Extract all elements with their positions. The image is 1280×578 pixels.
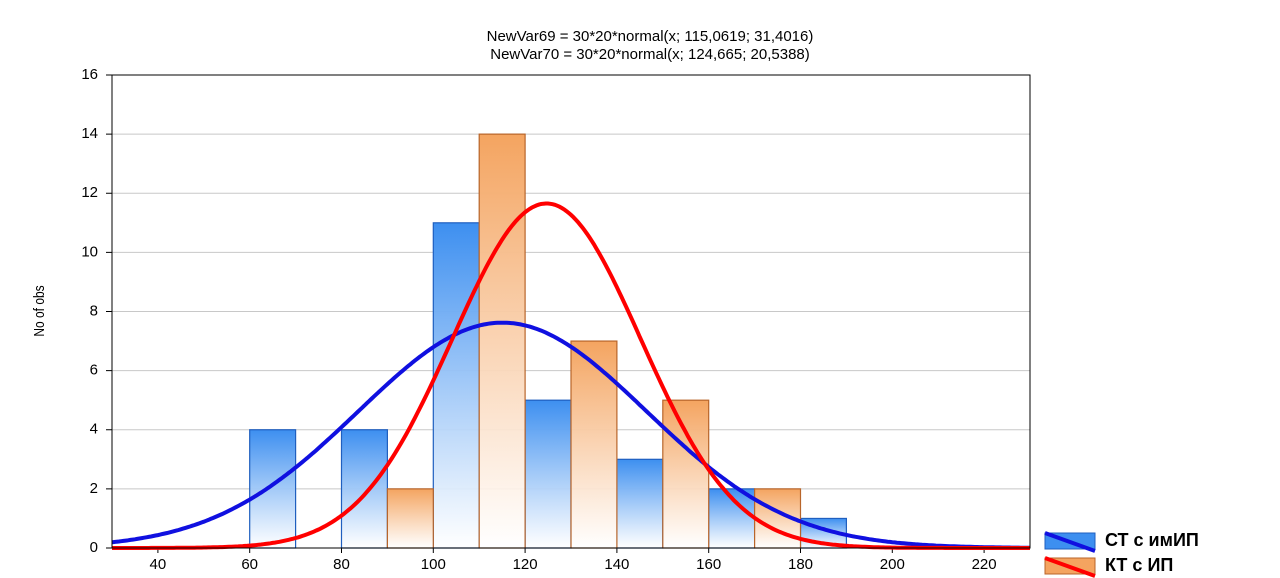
bar <box>478 133 526 549</box>
legend-line <box>1044 556 1096 578</box>
y-tick-label: 8 <box>90 302 98 319</box>
x-tick-label: 120 <box>513 556 538 573</box>
title-line: NewVar69 = 30*20*normal(x; 115,0619; 31,… <box>487 28 814 45</box>
y-tick-label: 6 <box>90 362 98 379</box>
y-axis-label: No of obs <box>31 285 48 337</box>
bar <box>432 222 480 549</box>
x-tick-label: 40 <box>150 556 167 573</box>
y-tick-label: 10 <box>81 243 98 260</box>
fit-curve <box>111 320 1030 550</box>
legend-label: КТ с ИП <box>1105 555 1173 575</box>
y-tick-label: 12 <box>81 184 98 201</box>
y-tick-label: 4 <box>90 421 98 438</box>
x-tick-label: 200 <box>880 556 905 573</box>
x-tick-label: 220 <box>972 556 997 573</box>
legend-label: СТ с имИП <box>1105 530 1199 550</box>
x-tick-label: 140 <box>604 556 629 573</box>
title-line: NewVar70 = 30*20*normal(x; 124,665; 20,5… <box>490 46 810 63</box>
x-tick-label: 160 <box>696 556 721 573</box>
x-tick-label: 100 <box>421 556 446 573</box>
fit-curve <box>112 201 1030 550</box>
bar <box>524 399 572 549</box>
bar <box>386 488 434 549</box>
x-tick-label: 80 <box>333 556 350 573</box>
x-tick-label: 180 <box>788 556 813 573</box>
y-tick-label: 14 <box>81 125 98 142</box>
bar <box>249 429 297 549</box>
legend-line <box>1044 531 1096 553</box>
plot-border <box>111 74 1031 549</box>
bar <box>662 399 710 549</box>
y-tick-label: 0 <box>90 539 98 556</box>
bar <box>616 458 664 549</box>
y-tick-label: 16 <box>81 66 98 83</box>
bar <box>340 429 389 549</box>
y-tick-label: 2 <box>90 480 98 497</box>
x-tick-label: 60 <box>241 556 258 573</box>
bar <box>570 340 618 549</box>
